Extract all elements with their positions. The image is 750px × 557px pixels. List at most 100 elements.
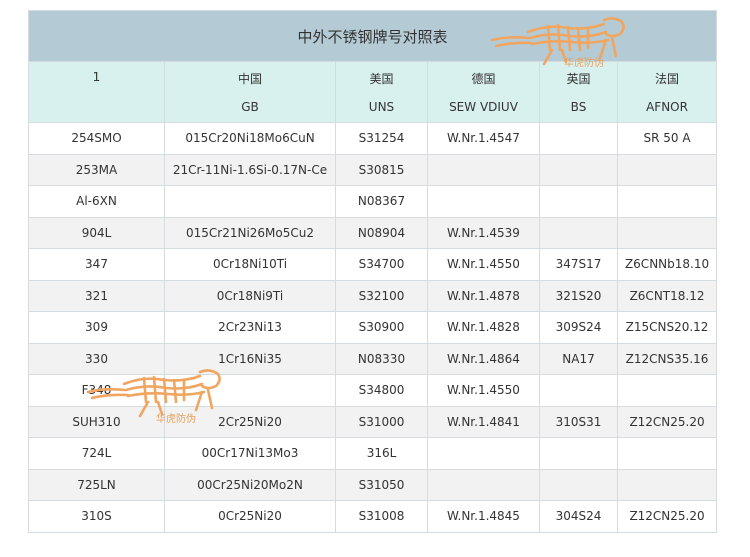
sew-cell — [427, 185, 540, 218]
header-row: 1 中国 GB 美国 UNS 德国 SEW VDIUV 英国 BS 法国 AFNOR — [28, 61, 718, 123]
header-cell: 英国 BS — [539, 61, 618, 123]
grade-cell: 254SMO — [28, 122, 165, 155]
sew-cell: W.Nr.1.4828 — [427, 311, 540, 344]
bs-cell — [539, 153, 618, 186]
gb-cell: 0Cr25Ni20 — [164, 500, 336, 533]
header-country: 中国 — [237, 72, 262, 86]
sew-cell: W.Nr.1.4845 — [427, 500, 540, 533]
bs-cell: 310S31 — [539, 405, 618, 438]
table-row: 725LN 00Cr25Ni20Mo2N S31050 — [28, 468, 718, 501]
afnor-cell — [616, 185, 718, 218]
afnor-cell — [616, 374, 718, 407]
uns-cell: S30900 — [335, 311, 428, 344]
bs-cell — [539, 374, 618, 407]
gb-cell: 00Cr17Ni13Mo3 — [164, 437, 336, 470]
sew-cell — [427, 437, 540, 470]
grade-table-container: 中外不锈钢牌号对照表 1 中国 GB 美国 UNS 德国 SEW VDIUV 英国 BS 法国 AF… — [27, 10, 718, 533]
afnor-cell: Z6CNT18.12 — [616, 279, 718, 312]
grade-cell: 330 — [28, 342, 165, 375]
bs-cell — [539, 216, 618, 249]
table-row: Al-6XN N08367 — [28, 185, 718, 218]
table-row: 310S 0Cr25Ni20 S31008 W.Nr.1.4845 304S24 Z12C… — [28, 500, 718, 533]
sew-cell: W.Nr.1.4878 — [427, 279, 540, 312]
sew-cell: W.Nr.1.4864 — [427, 342, 540, 375]
sew-cell: W.Nr.1.4547 — [427, 122, 540, 155]
header-country: 美国 — [369, 72, 394, 86]
uns-cell: S32100 — [335, 279, 428, 312]
table-title: 中外不锈钢牌号对照表 — [27, 10, 718, 62]
sew-cell: W.Nr.1.4550 — [427, 374, 540, 407]
grade-cell: 904L — [28, 216, 165, 249]
uns-cell: N08330 — [335, 342, 428, 375]
grade-comparison-table: 中外不锈钢牌号对照表 1 中国 GB 美国 UNS 德国 SEW VDIUV 英国 BS 法国 AF… — [27, 10, 718, 533]
afnor-cell: Z12CN25.20 — [616, 500, 718, 533]
grade-cell: 725LN — [28, 468, 165, 501]
afnor-cell — [616, 437, 718, 470]
table-row: 330 1Cr16Ni35 N08330 W.Nr.1.4864 NA17 Z12CNS3… — [28, 342, 718, 375]
grade-cell: 310S — [28, 500, 165, 533]
afnor-cell: Z12CNS35.16 — [616, 342, 718, 375]
gb-cell — [164, 374, 336, 407]
table-row: 321 0Cr18Ni9Ti S32100 W.Nr.1.4878 321S20 Z6CN… — [28, 279, 718, 312]
table-row: 253MA 21Cr-11Ni-1.6Si-0.17N-Ce S30815 — [28, 153, 718, 186]
gb-cell: 2Cr25Ni20 — [164, 405, 336, 438]
afnor-cell — [616, 216, 718, 249]
uns-cell: S31000 — [335, 405, 428, 438]
header-standard: AFNOR — [646, 100, 688, 114]
sew-cell: W.Nr.1.4550 — [427, 248, 540, 281]
afnor-cell — [616, 468, 718, 501]
bs-cell: 347S17 — [539, 248, 618, 281]
header-cell: 美国 UNS — [335, 61, 428, 123]
bs-cell: 309S24 — [539, 311, 618, 344]
gb-cell: 21Cr-11Ni-1.6Si-0.17N-Ce — [164, 153, 336, 186]
uns-cell: S34800 — [335, 374, 428, 407]
afnor-cell: Z12CN25.20 — [616, 405, 718, 438]
table-row: SUH310 2Cr25Ni20 S31000 W.Nr.1.4841 310S31 Z1… — [28, 405, 718, 438]
gb-cell: 015Cr21Ni26Mo5Cu2 — [164, 216, 336, 249]
uns-cell: S31050 — [335, 468, 428, 501]
gb-cell: 2Cr23Ni13 — [164, 311, 336, 344]
header-standard: SEW VDIUV — [449, 100, 518, 114]
afnor-cell — [616, 153, 718, 186]
gb-cell: 0Cr18Ni9Ti — [164, 279, 336, 312]
table-row: F348 S34800 W.Nr.1.4550 — [28, 374, 718, 407]
uns-cell: N08367 — [335, 185, 428, 218]
header-country: 法国 — [655, 72, 680, 86]
header-cell: 1 — [28, 61, 165, 123]
afnor-cell: SR 50 A — [616, 122, 718, 155]
afnor-cell: Z15CNS20.12 — [616, 311, 718, 344]
uns-cell: 316L — [335, 437, 428, 470]
header-cell: 中国 GB — [164, 61, 336, 123]
uns-cell: S30815 — [335, 153, 428, 186]
table-row: 309 2Cr23Ni13 S30900 W.Nr.1.4828 309S24 Z15CN… — [28, 311, 718, 344]
grade-cell: F348 — [28, 374, 165, 407]
bs-cell — [539, 122, 618, 155]
sew-cell: W.Nr.1.4841 — [427, 405, 540, 438]
uns-cell: N08904 — [335, 216, 428, 249]
header-standard: BS — [570, 100, 587, 114]
grade-cell: 724L — [28, 437, 165, 470]
uns-cell: S34700 — [335, 248, 428, 281]
header-cell: 法国 AFNOR — [616, 61, 718, 123]
title-row: 中外不锈钢牌号对照表 — [27, 10, 718, 62]
afnor-cell: Z6CNNb18.10 — [616, 248, 718, 281]
sew-cell — [427, 153, 540, 186]
header-standard: UNS — [368, 100, 395, 114]
table-row: 254SMO 015Cr20Ni18Mo6CuN S31254 W.Nr.1.4547… — [28, 122, 718, 155]
table-row: 904L 015Cr21Ni26Mo5Cu2 N08904 W.Nr.1.4539 — [28, 216, 718, 249]
bs-cell: 304S24 — [539, 500, 618, 533]
bs-cell: NA17 — [539, 342, 618, 375]
grade-cell: 321 — [28, 279, 165, 312]
bs-cell: 321S20 — [539, 279, 618, 312]
gb-cell: 00Cr25Ni20Mo2N — [164, 468, 336, 501]
gb-cell: 015Cr20Ni18Mo6CuN — [164, 122, 336, 155]
table-row: 347 0Cr18Ni10Ti S34700 W.Nr.1.4550 347S17 Z6C… — [28, 248, 718, 281]
bs-cell — [539, 437, 618, 470]
gb-cell: 1Cr16Ni35 — [164, 342, 336, 375]
grade-cell: 253MA — [28, 153, 165, 186]
grade-cell: SUH310 — [28, 405, 165, 438]
bs-cell — [539, 185, 618, 218]
gb-cell — [164, 185, 336, 218]
header-standard: GB — [241, 100, 259, 114]
uns-cell: S31254 — [335, 122, 428, 155]
